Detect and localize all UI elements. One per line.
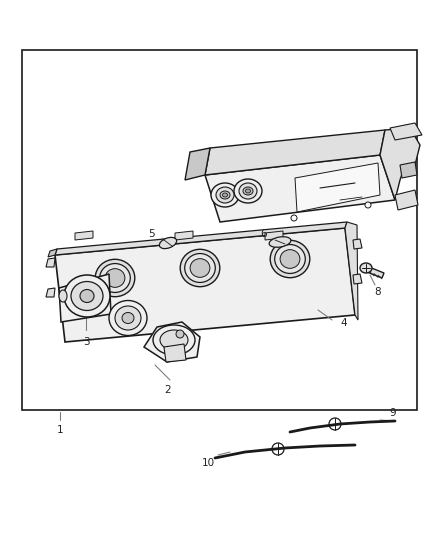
Polygon shape — [361, 265, 383, 278]
Ellipse shape — [122, 312, 134, 324]
Ellipse shape — [159, 237, 176, 248]
Ellipse shape — [269, 240, 309, 278]
Polygon shape — [352, 239, 361, 249]
Polygon shape — [59, 274, 111, 322]
Polygon shape — [175, 231, 193, 240]
Ellipse shape — [80, 289, 94, 303]
Ellipse shape — [222, 193, 227, 197]
Text: 8: 8 — [374, 287, 381, 297]
Polygon shape — [399, 162, 416, 178]
Polygon shape — [394, 190, 417, 210]
Ellipse shape — [245, 189, 250, 193]
Polygon shape — [184, 148, 209, 180]
Bar — [22, 50, 416, 410]
Ellipse shape — [59, 290, 67, 302]
Ellipse shape — [64, 275, 110, 317]
Polygon shape — [265, 231, 283, 240]
Text: 2: 2 — [164, 385, 171, 395]
Circle shape — [176, 330, 184, 338]
Ellipse shape — [184, 254, 215, 282]
Ellipse shape — [219, 191, 230, 199]
Ellipse shape — [115, 306, 141, 330]
Ellipse shape — [159, 330, 187, 350]
Polygon shape — [379, 128, 419, 200]
Ellipse shape — [71, 281, 103, 311]
Polygon shape — [344, 222, 357, 320]
Ellipse shape — [99, 263, 130, 293]
Polygon shape — [389, 123, 421, 140]
Ellipse shape — [238, 183, 256, 199]
Polygon shape — [55, 222, 346, 255]
Text: 10: 10 — [201, 458, 214, 468]
Polygon shape — [352, 274, 361, 284]
Polygon shape — [294, 163, 379, 212]
Text: 1: 1 — [57, 425, 63, 435]
Ellipse shape — [153, 325, 194, 355]
Ellipse shape — [215, 187, 233, 203]
Polygon shape — [55, 228, 354, 342]
Circle shape — [364, 202, 370, 208]
Ellipse shape — [268, 237, 290, 247]
Ellipse shape — [243, 187, 252, 195]
Polygon shape — [205, 130, 384, 175]
Polygon shape — [46, 288, 55, 297]
Ellipse shape — [274, 245, 304, 273]
Text: 6: 6 — [260, 229, 267, 239]
Ellipse shape — [279, 249, 299, 268]
Polygon shape — [75, 231, 93, 240]
Polygon shape — [48, 249, 57, 257]
Ellipse shape — [105, 269, 125, 287]
Text: 9: 9 — [389, 408, 396, 418]
Ellipse shape — [180, 249, 219, 287]
Polygon shape — [164, 344, 186, 362]
Polygon shape — [144, 322, 200, 362]
Ellipse shape — [95, 259, 134, 297]
Ellipse shape — [109, 301, 147, 335]
Text: 5: 5 — [148, 229, 155, 239]
Polygon shape — [46, 258, 55, 267]
Ellipse shape — [190, 259, 209, 277]
Text: 3: 3 — [82, 337, 89, 347]
Ellipse shape — [233, 179, 261, 203]
Polygon shape — [205, 155, 394, 222]
Text: 4: 4 — [340, 318, 346, 328]
Ellipse shape — [359, 263, 371, 273]
Ellipse shape — [211, 183, 238, 207]
Circle shape — [290, 215, 297, 221]
